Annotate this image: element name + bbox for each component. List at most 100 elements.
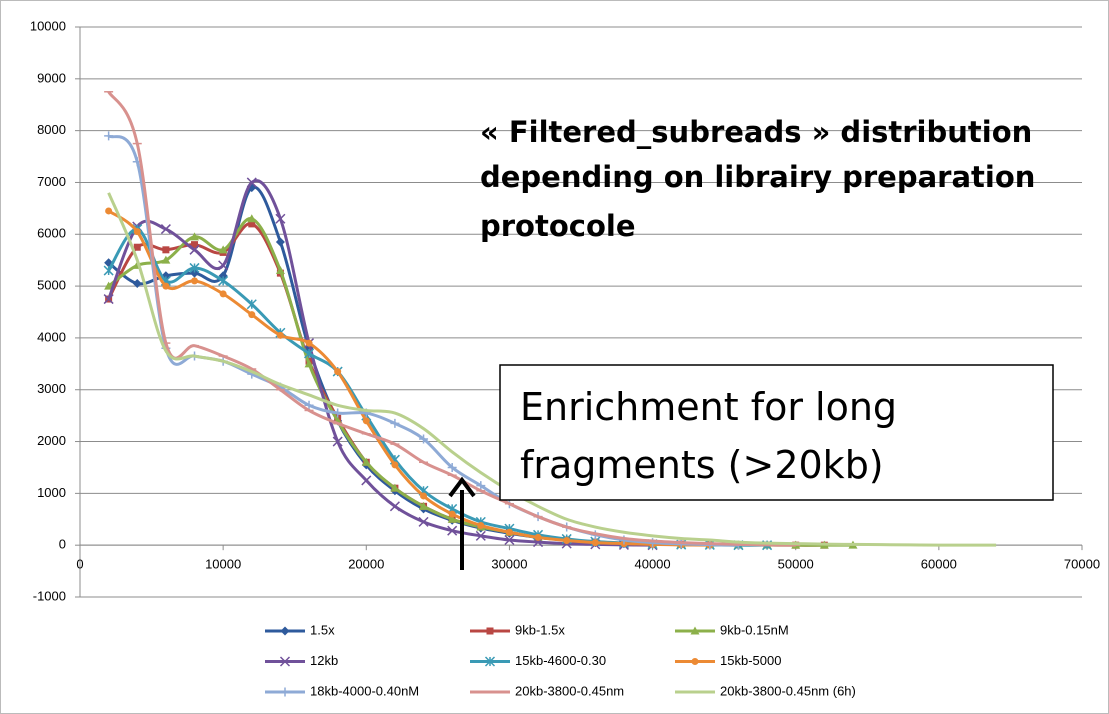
marker (162, 282, 170, 290)
y-tick-label: 4000 (37, 329, 66, 344)
legend-label: 20kb-3800-0.45nm (515, 683, 624, 698)
annotation: protocole (480, 209, 636, 243)
legend-label: 20kb-3800-0.45nm (6h) (720, 683, 856, 698)
marker (447, 462, 457, 472)
marker (447, 525, 458, 536)
marker (486, 627, 494, 635)
marker (563, 537, 571, 545)
marker (332, 436, 343, 447)
marker (476, 481, 486, 491)
marker (191, 241, 199, 249)
y-tick-label: 9000 (37, 70, 66, 85)
marker (362, 417, 370, 425)
y-tick-label: 5000 (37, 278, 66, 293)
marker (280, 687, 290, 697)
box-text: fragments (>20kb) (520, 443, 884, 487)
marker (246, 299, 257, 310)
marker (475, 530, 486, 541)
marker (189, 244, 200, 255)
marker (504, 534, 515, 546)
marker (103, 294, 114, 305)
marker (191, 277, 199, 285)
legend-label: 9kb-1.5x (515, 622, 565, 637)
y-tick-label: 1000 (37, 485, 66, 500)
marker (219, 290, 227, 298)
y-tick-label: 7000 (37, 174, 66, 189)
marker (477, 521, 485, 529)
legend: 1.5x 9kb-1.5x 9kb-0.15nM 12kb 15kb-4600-0.30… (265, 622, 856, 698)
marker (190, 232, 200, 241)
marker (484, 656, 496, 667)
marker (389, 501, 400, 512)
marker (218, 245, 228, 254)
y-tick-label: 3000 (37, 381, 66, 396)
marker (276, 331, 284, 339)
marker (419, 434, 429, 444)
arrow (448, 476, 476, 570)
y-tick-label: 2000 (37, 433, 66, 448)
marker (104, 281, 114, 290)
marker (690, 626, 700, 635)
marker (305, 339, 313, 347)
marker (591, 539, 599, 547)
y-tick-label: 8000 (37, 122, 66, 137)
box-text: Enrichment for long (520, 385, 897, 429)
marker (505, 528, 513, 536)
marker (189, 262, 200, 273)
marker (691, 658, 699, 665)
marker (133, 243, 141, 251)
marker (361, 475, 372, 486)
y-tick-label: 0 (59, 537, 66, 552)
marker (132, 279, 142, 288)
marker (333, 408, 343, 418)
marker (303, 348, 315, 359)
x-tick-label: 0 (76, 557, 83, 572)
marker (161, 255, 171, 264)
marker (361, 457, 371, 466)
marker (420, 492, 428, 500)
legend-label: 12kb (310, 653, 338, 668)
x-tick-label: 50000 (778, 557, 814, 572)
marker (334, 368, 342, 376)
marker (248, 311, 256, 319)
marker (160, 224, 171, 235)
marker (391, 461, 399, 469)
x-tick-label: 20000 (348, 557, 384, 572)
marker (105, 207, 113, 215)
marker (246, 177, 257, 188)
marker (534, 533, 542, 541)
legend-label: 15kb-4600-0.30 (515, 653, 606, 668)
marker (103, 265, 114, 276)
marker (275, 213, 286, 224)
marker (280, 626, 290, 636)
marker (104, 131, 114, 141)
x-tick-label: 70000 (1064, 557, 1100, 572)
legend-label: 18kb-4000-0.40nM (310, 683, 419, 698)
x-tick-label: 10000 (205, 557, 241, 572)
marker (418, 516, 429, 527)
marker (275, 237, 285, 247)
x-tick-label: 40000 (634, 557, 670, 572)
marker (390, 483, 400, 492)
annotation: depending on librairy preparation (480, 160, 1035, 194)
legend-label: 9kb-0.15nM (720, 622, 789, 637)
marker (248, 220, 256, 228)
marker (447, 514, 457, 523)
marker (304, 400, 314, 410)
series-line (107, 192, 997, 547)
text-box (499, 364, 1054, 501)
marker (218, 260, 229, 271)
marker (162, 246, 170, 254)
marker (448, 510, 456, 518)
marker (218, 275, 229, 286)
x-tick-label: 60000 (921, 557, 957, 572)
y-tick-label: -1000 (33, 588, 66, 603)
y-tick-label: 10000 (30, 18, 66, 33)
annotation: « Filtered_subreads » distribution (480, 115, 1032, 149)
series-line (107, 209, 710, 547)
legend-label: 1.5x (310, 622, 335, 637)
marker (419, 501, 429, 510)
x-tick-label: 30000 (491, 557, 527, 572)
marker (247, 214, 257, 223)
